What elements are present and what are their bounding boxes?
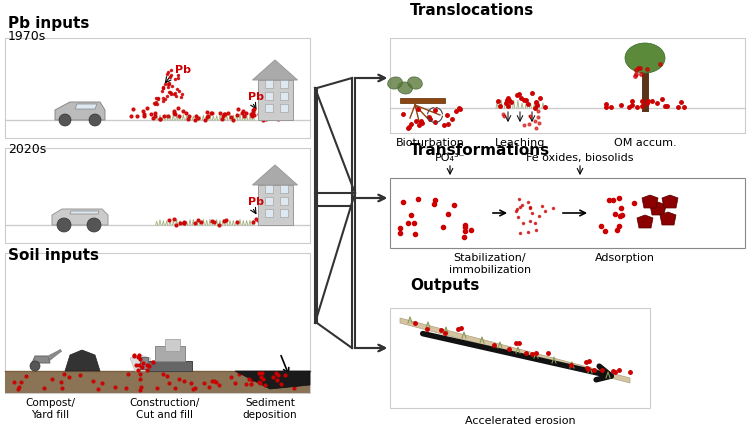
Text: Construction/
Cut and fill: Construction/ Cut and fill xyxy=(130,398,200,420)
Text: OM accum.: OM accum. xyxy=(614,138,676,148)
Text: Fe oxides, biosolids: Fe oxides, biosolids xyxy=(526,153,634,163)
Bar xyxy=(165,339,180,351)
Bar xyxy=(148,361,192,371)
Polygon shape xyxy=(140,357,148,369)
Text: PO₄³⁻: PO₄³⁻ xyxy=(435,153,465,163)
Text: Pb inputs: Pb inputs xyxy=(8,16,89,31)
Polygon shape xyxy=(662,195,678,208)
Bar xyxy=(280,104,288,112)
Text: Pb: Pb xyxy=(248,92,264,102)
Bar xyxy=(280,209,288,217)
Circle shape xyxy=(30,361,40,371)
Polygon shape xyxy=(235,371,310,389)
Text: Bioturbation: Bioturbation xyxy=(395,138,464,148)
Ellipse shape xyxy=(398,82,412,94)
Polygon shape xyxy=(253,165,298,185)
Polygon shape xyxy=(75,104,97,109)
Text: Adsorption: Adsorption xyxy=(595,253,655,263)
Polygon shape xyxy=(253,60,298,80)
Bar xyxy=(5,371,310,393)
Bar xyxy=(265,209,273,217)
Bar xyxy=(280,197,288,205)
Text: Stabilization/
immobilization: Stabilization/ immobilization xyxy=(449,253,531,275)
Text: Compost/
Yard fill: Compost/ Yard fill xyxy=(25,398,75,420)
Polygon shape xyxy=(70,211,99,214)
Ellipse shape xyxy=(408,77,422,89)
Polygon shape xyxy=(637,215,653,228)
Bar xyxy=(257,80,292,120)
Bar xyxy=(265,185,273,193)
Text: Outputs: Outputs xyxy=(410,278,479,293)
Text: 1970s: 1970s xyxy=(8,30,46,43)
Bar xyxy=(257,185,292,225)
Polygon shape xyxy=(400,98,445,103)
Text: Accelerated erosion: Accelerated erosion xyxy=(465,416,575,426)
Polygon shape xyxy=(650,202,666,215)
Circle shape xyxy=(57,218,71,232)
Text: Pb: Pb xyxy=(175,65,191,75)
Bar xyxy=(5,148,310,243)
Bar xyxy=(280,92,288,100)
Polygon shape xyxy=(130,355,155,371)
Polygon shape xyxy=(65,350,100,371)
Bar xyxy=(390,308,650,408)
Polygon shape xyxy=(52,209,108,225)
Polygon shape xyxy=(400,318,630,383)
Bar xyxy=(265,80,273,88)
Bar xyxy=(265,104,273,112)
Polygon shape xyxy=(32,356,50,363)
Circle shape xyxy=(59,114,71,126)
Bar xyxy=(5,38,310,138)
Text: Pb: Pb xyxy=(248,197,264,207)
Ellipse shape xyxy=(625,43,665,73)
Bar xyxy=(5,253,310,393)
Bar xyxy=(265,92,273,100)
Circle shape xyxy=(89,114,101,126)
Bar xyxy=(280,185,288,193)
Text: Soil inputs: Soil inputs xyxy=(8,248,99,263)
Polygon shape xyxy=(55,102,105,120)
Text: Translocations: Translocations xyxy=(410,3,534,18)
Bar xyxy=(390,38,745,133)
Bar xyxy=(265,197,273,205)
Ellipse shape xyxy=(388,77,403,89)
Text: Sediment
deposition: Sediment deposition xyxy=(243,398,297,420)
Polygon shape xyxy=(642,195,658,208)
Bar xyxy=(280,80,288,88)
Text: 2020s: 2020s xyxy=(8,143,46,156)
Bar xyxy=(390,178,745,248)
Text: Transformations: Transformations xyxy=(410,143,550,158)
Circle shape xyxy=(87,218,101,232)
Bar xyxy=(155,346,185,361)
Text: Leaching: Leaching xyxy=(495,138,545,148)
Polygon shape xyxy=(660,212,676,225)
